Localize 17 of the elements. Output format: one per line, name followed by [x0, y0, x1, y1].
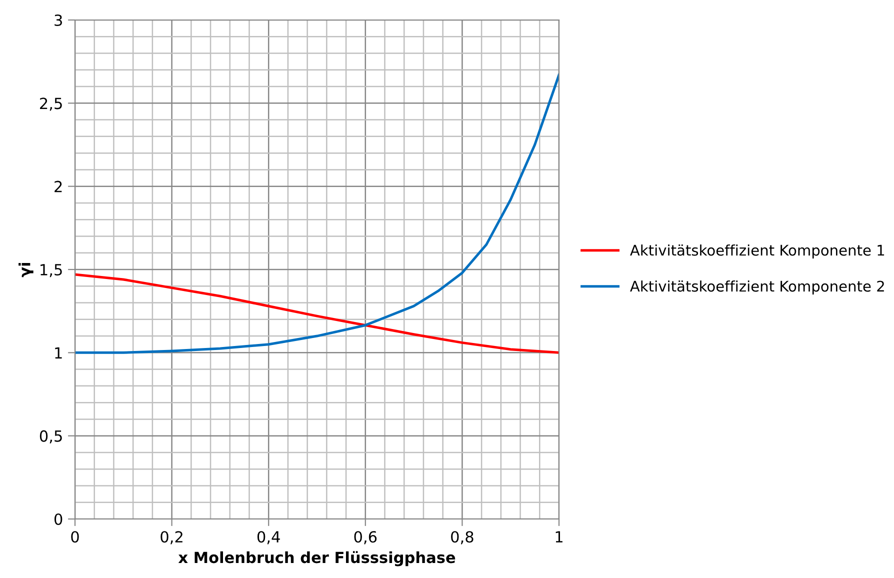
y-tick-label: 1	[55, 347, 62, 358]
x-tick-label: 0,8	[451, 531, 474, 544]
y-tick-label: 2,5	[40, 98, 62, 111]
x-axis-title: x Molenbruch der Flüsssigphase	[178, 551, 456, 566]
y-axis-title: γi	[18, 262, 34, 278]
y-tick-label: 3	[54, 14, 62, 26]
y-tick-label: 0,5	[40, 430, 62, 444]
x-tick-label: 0	[71, 531, 79, 543]
x-tick-label: 0,4	[257, 531, 280, 544]
x-tick-label: 0,6	[354, 531, 377, 544]
y-tick-label: 2	[54, 180, 62, 192]
x-tick-label: 1	[556, 531, 562, 542]
y-tick-label: 0	[54, 513, 62, 526]
x-tick-label: 0,2	[160, 531, 182, 544]
y-tick-label: 1,5	[40, 264, 62, 278]
legend-label: Aktivitätskoeffizient Komponente 1	[630, 244, 884, 259]
legend-label: Aktivitätskoeffizient Komponente 2	[630, 280, 884, 295]
